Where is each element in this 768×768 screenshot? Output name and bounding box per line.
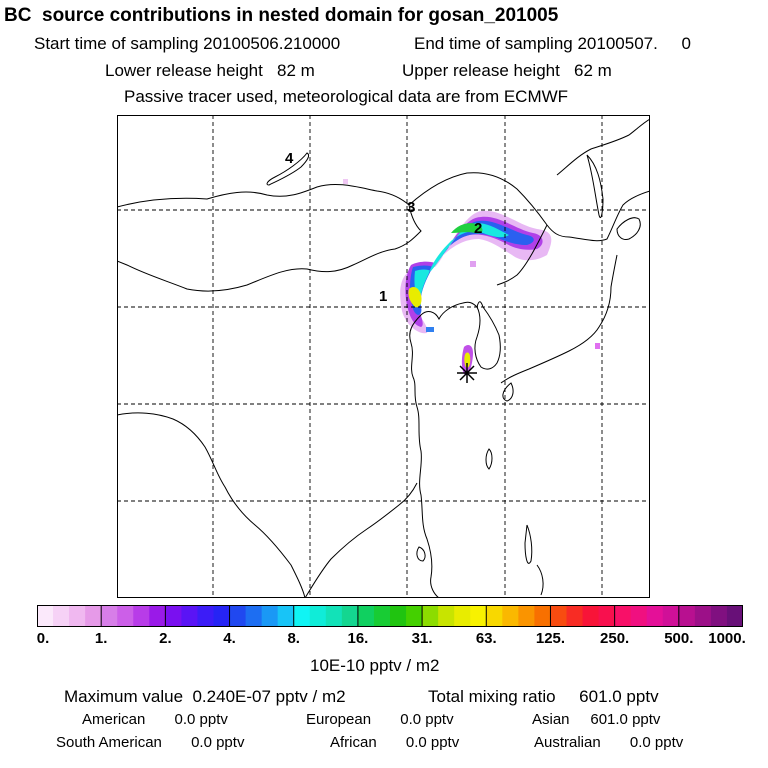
colorbar-cell bbox=[341, 605, 359, 627]
colorbar-cell bbox=[486, 605, 503, 627]
map-frame bbox=[117, 115, 650, 598]
colorbar-cell bbox=[614, 605, 632, 627]
colorbar-cell bbox=[678, 605, 696, 627]
colorbar-tick-label: 63. bbox=[475, 630, 497, 647]
colorbar-cell bbox=[598, 605, 616, 627]
plume-speck bbox=[595, 343, 600, 349]
colorbar-cell bbox=[502, 605, 519, 627]
colorbar-cell bbox=[422, 605, 439, 627]
colorbar-cell bbox=[534, 605, 551, 627]
plume-cyan bbox=[414, 223, 509, 305]
colorbar-tick-label: 31. bbox=[411, 630, 433, 647]
colorbar-tick-label: 0. bbox=[36, 630, 50, 647]
marker-label-1: 1 bbox=[379, 288, 387, 305]
colorbar-tick-label: 1000. bbox=[708, 630, 746, 647]
colorbar-cell bbox=[518, 605, 535, 627]
colorbar-cell bbox=[117, 605, 134, 627]
colorbar-cell bbox=[101, 605, 118, 627]
start-time-label: Start time of sampling 20100506.210000 bbox=[34, 34, 341, 53]
plume-speck bbox=[470, 261, 476, 267]
colorbar-cell bbox=[309, 605, 327, 627]
colorbar-cell bbox=[630, 605, 648, 627]
colorbar-cell bbox=[85, 605, 102, 627]
colorbar-cell bbox=[293, 605, 311, 627]
colorbar-cell bbox=[694, 605, 712, 627]
colorbar-cell bbox=[726, 605, 743, 627]
plume-green bbox=[451, 223, 483, 234]
colorbar-cell bbox=[165, 605, 182, 627]
grid-lines bbox=[117, 115, 650, 598]
colorbar-cell bbox=[53, 605, 70, 627]
colorbar-cell bbox=[181, 605, 198, 627]
european-label: European 0.0 pptv bbox=[306, 711, 454, 728]
colorbar-cell bbox=[454, 605, 471, 627]
max-value-label: Maximum value 0.240E-07 pptv / m2 bbox=[64, 687, 346, 706]
colorbar-tick-label: 8. bbox=[287, 630, 300, 647]
end-time-label: End time of sampling 20100507. 0 bbox=[414, 34, 691, 53]
south-american-label: South American 0.0 pptv bbox=[56, 734, 245, 751]
total-mixing-label: Total mixing ratio 601.0 pptv bbox=[428, 687, 659, 706]
colorbar-cell bbox=[149, 605, 166, 627]
australian-label: Australian 0.0 pptv bbox=[534, 734, 684, 751]
marker-label-4: 4 bbox=[285, 150, 294, 167]
colorbar-tick-label: 1. bbox=[94, 630, 108, 647]
colorbar-cell bbox=[69, 605, 86, 627]
colorbar-tick-label: 16. bbox=[347, 630, 369, 647]
plume-layer bbox=[343, 179, 600, 376]
colorbar-cell bbox=[438, 605, 455, 627]
colorbar bbox=[37, 605, 743, 627]
upper-release-label: Upper release height 62 m bbox=[402, 61, 612, 80]
colorbar-cell bbox=[213, 605, 231, 627]
colorbar-tick-label: 500. bbox=[664, 630, 694, 647]
colorbar-cell bbox=[662, 605, 680, 627]
coastlines bbox=[117, 118, 650, 598]
map-title: BC source contributions in nested domain… bbox=[4, 5, 559, 26]
colorbar-tick-label: 4. bbox=[223, 630, 236, 647]
colorbar-cell bbox=[133, 605, 150, 627]
plume-speck bbox=[426, 327, 434, 332]
colorbar-cell bbox=[646, 605, 664, 627]
colorbar-cell bbox=[710, 605, 728, 627]
colorbar-cell bbox=[37, 605, 54, 627]
colorbar-cell bbox=[245, 605, 263, 627]
colorbar-cell bbox=[470, 605, 487, 627]
colorbar-cell bbox=[566, 605, 584, 627]
tracer-note: Passive tracer used, meteorological data… bbox=[124, 87, 569, 106]
colorbar-tick-label: 125. bbox=[535, 630, 566, 647]
colorbar-frame bbox=[37, 605, 743, 627]
colorbar-cell bbox=[390, 605, 407, 627]
plume-yellow bbox=[408, 287, 422, 308]
colorbar-cell bbox=[277, 605, 295, 627]
colorbar-cell bbox=[357, 605, 375, 627]
colorbar-units: 10E-10 pptv / m2 bbox=[310, 656, 440, 675]
source-markers: 4 3 2 1 bbox=[285, 150, 482, 305]
african-label: African 0.0 pptv bbox=[330, 734, 460, 751]
colorbar-cell bbox=[582, 605, 600, 627]
marker-label-3: 3 bbox=[407, 199, 415, 216]
receptor-plume-core bbox=[464, 352, 471, 368]
marker-label-2: 2 bbox=[474, 220, 482, 237]
lower-release-label: Lower release height 82 m bbox=[105, 61, 315, 80]
colorbar-cell bbox=[550, 605, 567, 627]
colorbar-tick-label: 2. bbox=[159, 630, 172, 647]
colorbar-cell bbox=[373, 605, 391, 627]
asian-label: Asian 601.0 pptv bbox=[532, 711, 661, 728]
receptor-star-icon bbox=[457, 363, 477, 383]
colorbar-cell bbox=[229, 605, 247, 627]
american-label: American 0.0 pptv bbox=[82, 711, 228, 728]
colorbar-cell bbox=[197, 605, 214, 627]
colorbar-cell bbox=[261, 605, 279, 627]
colorbar-tick-label: 250. bbox=[600, 630, 630, 647]
map-plot: 4 3 2 1 bbox=[117, 115, 650, 598]
colorbar-cell bbox=[406, 605, 423, 627]
plume-purple bbox=[405, 216, 543, 327]
colorbar-cell bbox=[325, 605, 343, 627]
plume-speck bbox=[343, 179, 348, 184]
